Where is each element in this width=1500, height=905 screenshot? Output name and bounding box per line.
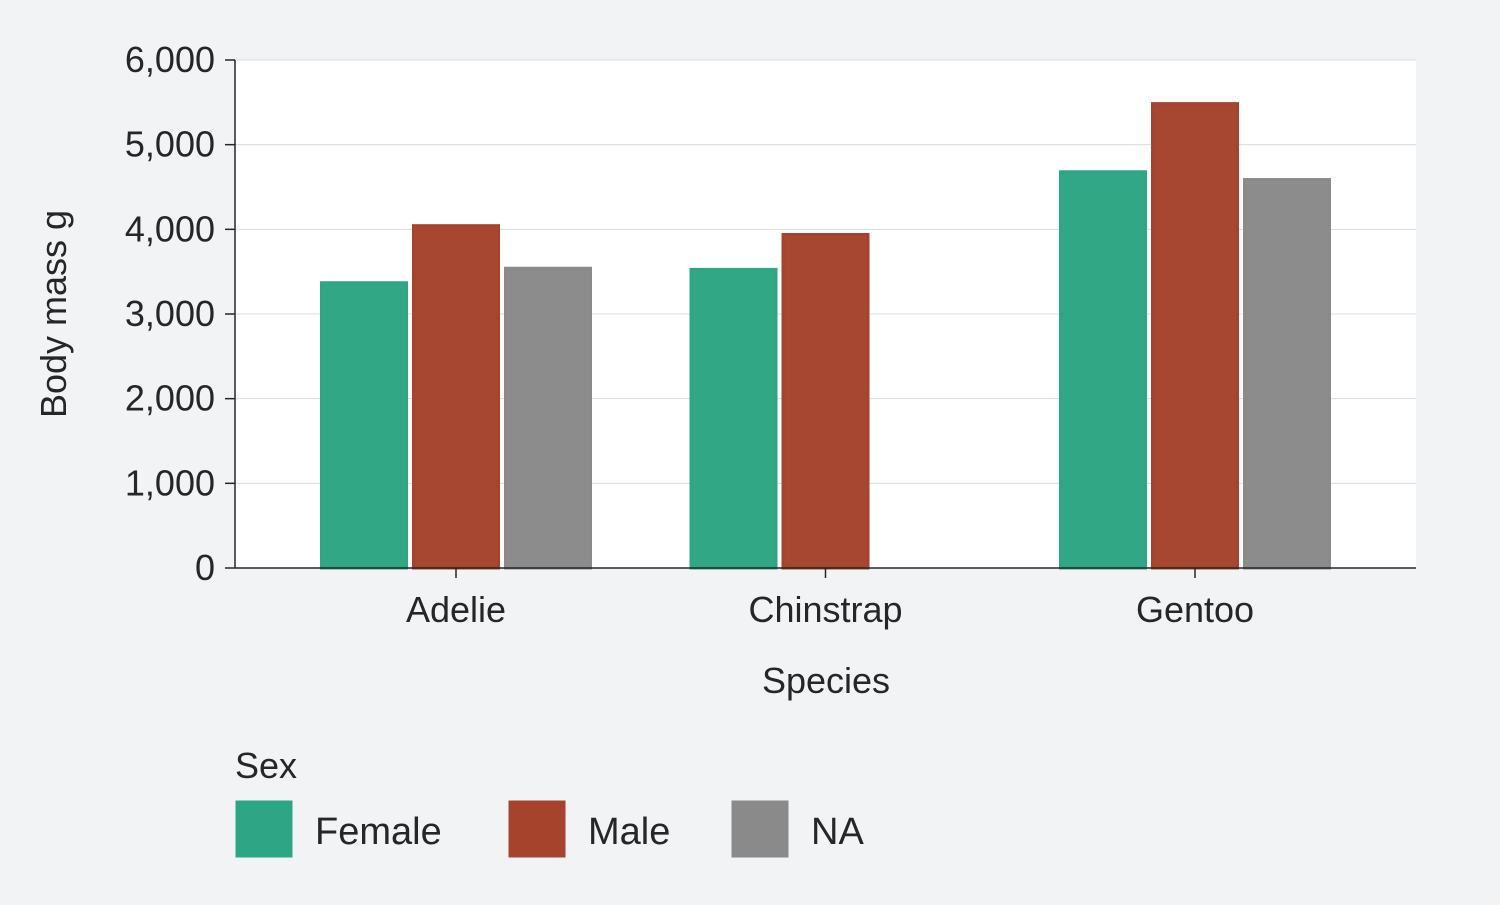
bars — [320, 102, 1331, 570]
y-tick-label: 1,000 — [125, 462, 215, 503]
legend-swatch — [235, 800, 293, 858]
y-ticks: 0 1,000 2,000 3,000 4,000 5,000 6,000 — [125, 39, 235, 588]
legend-title: Sex — [235, 745, 297, 786]
bar-female-adelie — [320, 281, 408, 570]
legend-swatch — [508, 800, 566, 858]
y-tick-label: 0 — [195, 547, 215, 588]
legend-label: Male — [588, 811, 670, 853]
legend-item-male: Male — [508, 800, 670, 858]
bar-na-gentoo — [1243, 178, 1331, 570]
legend-item-na: NA — [731, 800, 864, 858]
legend-items: Female Male NA — [235, 800, 864, 858]
legend-swatch — [731, 800, 789, 858]
legend-label: NA — [811, 811, 864, 853]
y-tick-label: 3,000 — [125, 293, 215, 334]
x-tick-label: Chinstrap — [748, 589, 902, 630]
y-tick-label: 6,000 — [125, 39, 215, 80]
legend-label: Female — [315, 811, 442, 853]
bar-female-chinstrap — [689, 267, 778, 570]
x-axis-title: Species — [762, 660, 890, 701]
bar-female-gentoo — [1059, 170, 1147, 570]
y-tick-label: 2,000 — [125, 378, 215, 419]
y-tick-label: 4,000 — [125, 208, 215, 249]
legend: Sex Female Male NA — [235, 745, 864, 858]
x-tick-label: Gentoo — [1136, 589, 1254, 630]
legend-item-female: Female — [235, 800, 442, 858]
bar-na-adelie — [504, 266, 592, 570]
x-ticks: Adelie Chinstrap Gentoo — [406, 568, 1254, 630]
bar-male-chinstrap — [781, 232, 870, 570]
bar-male-gentoo — [1151, 102, 1239, 570]
x-tick-label: Adelie — [406, 589, 506, 630]
y-tick-label: 5,000 — [125, 124, 215, 165]
y-axis-title: Body mass g — [33, 210, 74, 418]
bar-male-adelie — [412, 224, 500, 570]
